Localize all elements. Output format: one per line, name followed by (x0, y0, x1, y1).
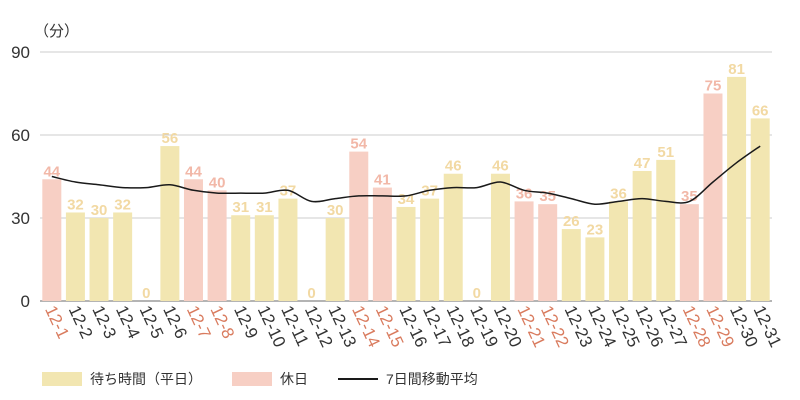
bar-12-10 (254, 215, 274, 301)
data-label-12-12: 0 (307, 285, 315, 302)
bar-12-30 (727, 76, 747, 302)
bar-12-6 (160, 146, 180, 301)
bar-12-21 (514, 201, 534, 301)
bar-12-17 (420, 198, 440, 301)
data-label-12-6: 56 (162, 130, 179, 147)
data-labels: 44 32 30 32 0 56 44 40 31 31 37 0 30 54 41 34 37 46 0 46 36 3… (43, 61, 768, 302)
data-label-12-19: 0 (473, 285, 481, 302)
bar-12-20 (490, 173, 510, 301)
legend-swatch-holiday (232, 372, 272, 386)
data-label-12-7: 44 (185, 163, 202, 180)
data-label-12-10: 31 (256, 199, 273, 216)
legend-label-weekday: 待ち時間（平日） (90, 371, 202, 387)
data-label-12-9: 31 (232, 199, 249, 216)
data-label-12-15: 41 (374, 172, 391, 189)
data-label-12-16: 34 (398, 191, 415, 208)
data-label-12-20: 46 (492, 158, 509, 175)
data-label-12-23: 26 (563, 213, 580, 230)
bar-12-16 (396, 206, 416, 301)
y-tick-label-0: 0 (21, 292, 30, 311)
legend-item-moving-average: 7日間移動平均 (338, 369, 478, 389)
bar-12-31 (750, 118, 770, 302)
data-label-12-31: 66 (752, 102, 769, 119)
bar-12-24 (585, 237, 605, 301)
data-label-12-28: 35 (681, 188, 698, 205)
data-label-12-24: 23 (587, 221, 604, 238)
bar-12-27 (656, 159, 676, 301)
data-label-12-30: 81 (728, 61, 745, 78)
bars (42, 76, 770, 302)
legend-item-holiday: 休日 (232, 369, 308, 389)
data-label-12-29: 75 (705, 78, 722, 95)
moving-average-line (51, 145, 761, 205)
data-label-12-13: 30 (327, 202, 344, 219)
legend: 待ち時間（平日） 休日 7日間移動平均 (42, 364, 508, 394)
legend-item-weekday: 待ち時間（平日） (42, 369, 202, 389)
bar-12-28 (679, 204, 699, 301)
data-label-12-11: 37 (280, 183, 297, 200)
data-label-12-3: 30 (91, 202, 108, 219)
bar-12-3 (89, 218, 109, 301)
data-label-12-22: 35 (539, 188, 556, 205)
data-label-12-14: 54 (350, 136, 367, 153)
bar-12-11 (278, 198, 298, 301)
moving-average-path (51, 145, 761, 205)
legend-label-holiday: 休日 (280, 371, 308, 387)
data-label-12-27: 51 (657, 144, 674, 161)
legend-swatch-moving-average (338, 378, 378, 380)
bar-12-2 (65, 212, 85, 301)
y-axis-ticks: 0 30 60 90 (11, 43, 30, 311)
bar-12-26 (632, 170, 652, 301)
bar-12-23 (561, 229, 581, 301)
data-label-12-1: 44 (43, 163, 60, 180)
bar-12-14 (349, 151, 369, 301)
data-label-12-17: 37 (421, 183, 438, 200)
data-label-12-25: 36 (610, 185, 627, 202)
data-label-12-2: 32 (67, 196, 84, 213)
data-label-12-4: 32 (114, 196, 131, 213)
legend-swatch-weekday (42, 372, 82, 386)
bar-12-13 (325, 218, 345, 301)
bar-12-22 (538, 204, 558, 301)
y-tick-label-30: 30 (11, 209, 30, 228)
data-label-12-26: 47 (634, 155, 651, 172)
bar-12-4 (113, 212, 133, 301)
bar-12-7 (183, 179, 203, 301)
bar-12-1 (42, 179, 62, 301)
y-tick-label-60: 60 (11, 126, 30, 145)
bar-12-18 (443, 173, 463, 301)
data-label-12-18: 46 (445, 158, 462, 175)
legend-label-moving-average: 7日間移動平均 (386, 371, 478, 387)
bar-12-25 (609, 201, 629, 301)
bar-12-15 (372, 187, 392, 301)
bar-12-9 (231, 215, 251, 301)
data-label-12-5: 0 (142, 285, 150, 302)
y-tick-label-90: 90 (11, 43, 30, 62)
bar-12-29 (703, 93, 723, 301)
y-axis-unit-label: （分） (34, 23, 79, 40)
data-label-12-8: 40 (209, 174, 226, 191)
x-axis-ticks: 12-112-212-312-412-512-612-712-812-912-1… (41, 303, 785, 350)
bar-12-8 (207, 190, 227, 301)
